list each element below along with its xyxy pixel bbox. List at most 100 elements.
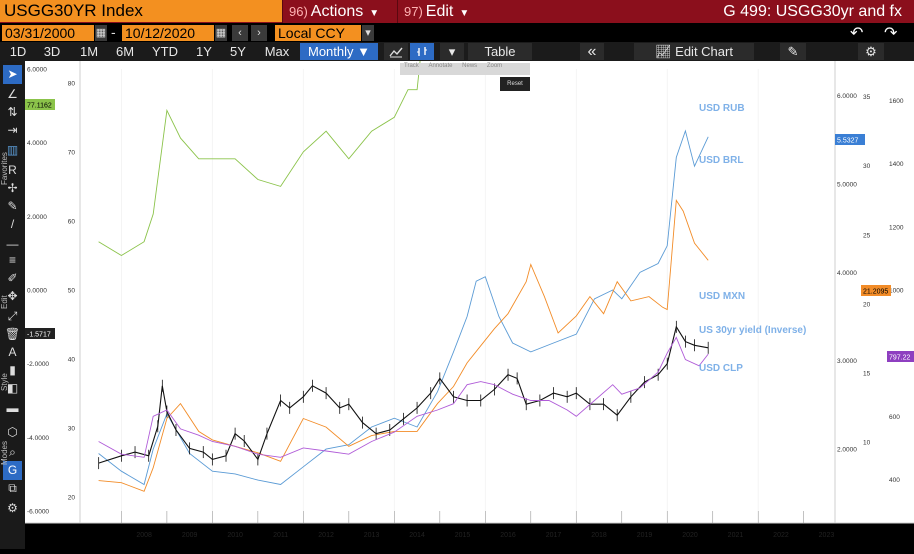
yield_inverse-tick-label: -2.0000 <box>27 361 49 368</box>
mxn-tick-label: 50 <box>68 288 76 295</box>
x-tick-label: 2010 <box>227 532 243 539</box>
period-1m[interactable]: 1M <box>79 44 99 59</box>
clp-last-value: 797.22 <box>889 355 911 362</box>
pencil-icon[interactable]: ✐ <box>7 271 18 285</box>
start-date-field[interactable]: 03/31/2000 <box>2 25 94 41</box>
chart-area[interactable]: 2008 2009 2010 2011 2012 2013 2014 2015 2016 2017… <box>25 0 914 549</box>
line-chart-icon[interactable] <box>384 43 408 60</box>
reset-button[interactable]: Reset <box>500 77 530 91</box>
mini-annotate[interactable]: Annotate <box>428 63 453 69</box>
mxn-tick-label: 30 <box>68 426 76 433</box>
x-tick-label: 2011 <box>273 532 288 539</box>
mini-news[interactable]: News <box>462 63 478 69</box>
chevron-down-icon[interactable]: ▾ <box>440 43 464 60</box>
series-line <box>98 199 709 492</box>
mini-track[interactable]: Track <box>404 63 419 69</box>
mini-zoom[interactable]: Zoom <box>486 63 503 69</box>
period-6m[interactable]: 6M <box>115 44 135 59</box>
bar-chart-icon[interactable] <box>410 43 434 60</box>
x-tick-label: 2012 <box>318 532 334 539</box>
reset-label: Reset <box>507 81 523 87</box>
brl-tick-label: 2.0000 <box>837 447 857 454</box>
ratio-icon[interactable]: R <box>8 163 17 177</box>
edit-menu[interactable]: 97) Edit ▼ <box>397 0 510 23</box>
period-max[interactable]: Max <box>264 44 290 59</box>
period-1y[interactable]: 1Y <box>196 44 212 59</box>
x-tick-label: 2021 <box>728 532 744 539</box>
left-toolbar: ➤ ∠ ⇅ ⇥ ▥ R ✢ ✎ / — ≡ Favorites ✐ ✥ ⤢ 🗑︎… <box>0 61 25 549</box>
clp-tick-label: 600 <box>889 414 900 421</box>
caret-down-icon: ▼ <box>369 8 380 19</box>
redo-icon[interactable]: ↷ <box>884 25 898 42</box>
draw-line-icon[interactable]: ∠ <box>7 87 18 101</box>
clp-tick-label: 400 <box>889 477 900 484</box>
measure-icon[interactable]: ⇥ <box>7 123 18 137</box>
actions-number: 96) <box>289 4 308 19</box>
period-1d[interactable]: 1D <box>9 44 27 59</box>
ticker-field[interactable]: USGG30YR Index <box>0 0 282 22</box>
x-tick-label: 2015 <box>455 532 471 539</box>
mini-menu[interactable]: Track Annotate News Zoom <box>400 63 530 75</box>
yield_inverse-tick-label: 6.0000 <box>27 67 47 74</box>
currency-select[interactable]: Local CCY <box>275 25 361 41</box>
calendar-icon[interactable]: ▦ <box>215 25 227 41</box>
resize-icon[interactable]: ⤢ <box>7 309 18 323</box>
rect-icon[interactable]: ▥ <box>6 143 19 157</box>
move-icon[interactable]: ✥ <box>7 289 18 303</box>
fill-icon[interactable]: ▮ <box>9 363 16 377</box>
actions-menu[interactable]: 96) Actions ▼ <box>282 0 397 23</box>
clp-tick-label: 1200 <box>889 224 904 231</box>
mxn-tick-label: 60 <box>68 218 76 225</box>
brl-tick-label: 5.0000 <box>837 181 857 188</box>
brush-icon[interactable]: / <box>10 217 15 231</box>
undo-icon[interactable]: ↶ <box>850 25 864 42</box>
end-date-field[interactable]: 10/12/2020 <box>122 25 214 41</box>
collapse-icon[interactable]: « <box>580 43 604 60</box>
rub-last-value-tag <box>25 99 55 110</box>
edit-chart-button[interactable]: 📈︎ Edit Chart <box>634 43 754 60</box>
trash-icon[interactable]: 🗑︎ <box>4 327 21 341</box>
mxn-tick-label: 80 <box>68 80 76 87</box>
chevron-down-icon[interactable]: ▾ <box>362 25 374 41</box>
table-button[interactable]: Table <box>468 43 532 60</box>
period-3d[interactable]: 3D <box>43 44 61 59</box>
chart-toolbar: 1D 3D 1M 6M YTD 1Y 5Y Max Monthly ▼ ▾ Ta… <box>0 42 914 61</box>
rub-tick-label: 25 <box>863 232 871 239</box>
cross-icon[interactable]: ✢ <box>7 181 18 195</box>
hline-icon[interactable]: — <box>6 237 19 251</box>
caret-down-icon: ▼ <box>459 8 470 19</box>
chevron-right-icon[interactable]: › <box>251 25 267 41</box>
period-5y[interactable]: 5Y <box>230 44 246 59</box>
yield_inverse-tick-label: 4.0000 <box>27 140 47 147</box>
stack-icon[interactable]: ≡ <box>8 253 16 267</box>
mode-icon[interactable]: G <box>3 461 22 480</box>
edit-number: 97) <box>404 4 423 19</box>
cursor-icon[interactable]: ➤ <box>3 65 22 84</box>
period-ytd[interactable]: YTD <box>152 44 178 59</box>
chart-svg[interactable]: 2008 2009 2010 2011 2012 2013 2014 2015 2016 2017… <box>25 0 914 549</box>
calendar-icon[interactable]: ▦ <box>95 25 107 41</box>
x-tick-label: 2017 <box>546 532 562 539</box>
link-icon[interactable]: ⧉ <box>8 481 17 495</box>
fib-icon[interactable]: ⇅ <box>7 105 18 119</box>
edit-chart-label: Edit Chart <box>675 44 733 59</box>
series-label: USD RUB <box>699 103 745 114</box>
series-label: USD CLP <box>699 363 743 374</box>
highlight-icon[interactable]: ⬡ <box>7 425 18 439</box>
color-icon[interactable]: ◧ <box>6 381 19 395</box>
pencil-icon[interactable]: ✎ <box>780 43 806 60</box>
pen-icon[interactable]: ✎ <box>7 199 18 213</box>
series-line <box>98 325 709 464</box>
edit-label: Edit <box>0 295 9 309</box>
brl-tick-label: 3.0000 <box>837 358 857 365</box>
frequency-select[interactable]: Monthly ▼ <box>300 43 378 60</box>
gear-icon[interactable]: ⚙ <box>858 43 884 60</box>
settings-icon[interactable]: ⚙ <box>7 501 18 515</box>
line-width-icon[interactable]: ▬ <box>6 401 19 415</box>
x-tick-label: 2009 <box>182 532 198 539</box>
text-icon[interactable]: A <box>8 345 17 359</box>
zoom-icon[interactable]: ⌕ <box>9 445 16 459</box>
chevron-left-icon[interactable]: ‹ <box>232 25 248 41</box>
brl-last-value: 5.5327 <box>837 138 859 145</box>
date-bar: 03/31/2000 ▦ - 10/12/2020 ▦ ‹ › Local CC… <box>0 23 914 42</box>
